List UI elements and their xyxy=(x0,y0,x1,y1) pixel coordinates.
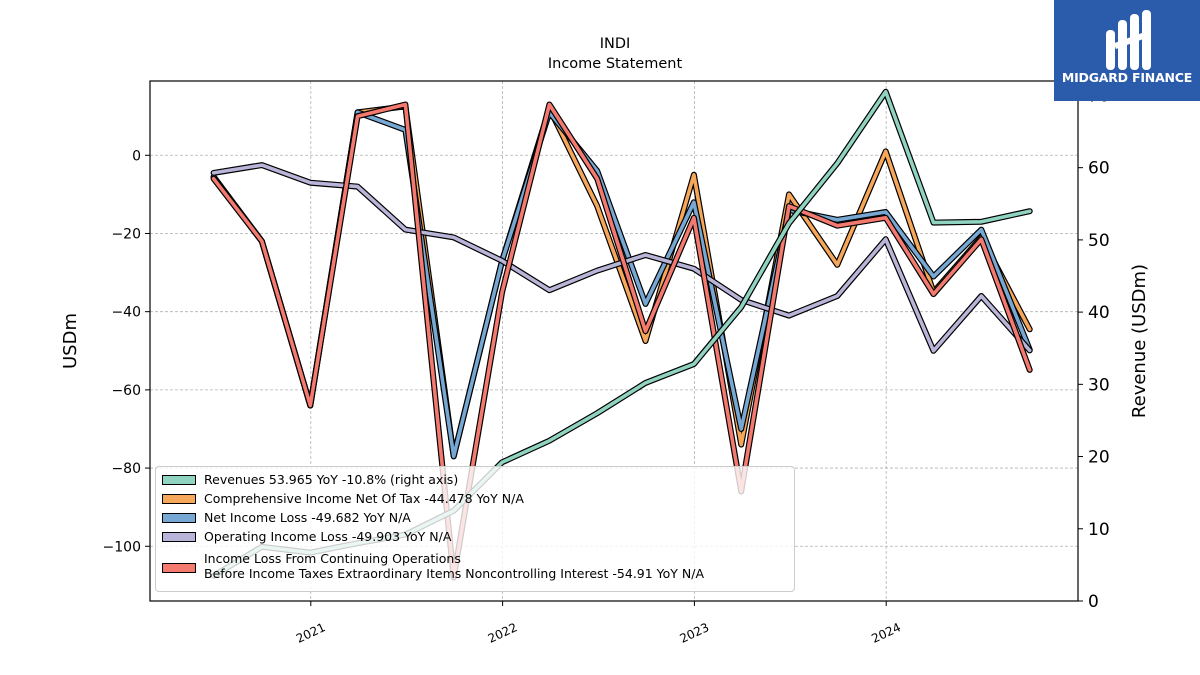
legend-item: Income Loss From Continuing Operations B… xyxy=(162,551,704,581)
y-right-tick-label: 50 xyxy=(1088,231,1110,251)
legend-swatch xyxy=(162,494,196,504)
legend-label: Comprehensive Income Net Of Tax -44.478 … xyxy=(204,491,524,506)
series-lines xyxy=(210,88,1033,581)
x-tick-label: 2022 xyxy=(486,620,520,646)
y-tick-label: 0 xyxy=(132,148,141,164)
y-right-tick-label: 30 xyxy=(1088,375,1110,395)
y-axis-right-label: Revenue (USDm) xyxy=(1129,264,1150,418)
plot-frame xyxy=(149,80,1079,602)
series-line xyxy=(211,102,1032,580)
legend-item: Revenues 53.965 YoY -10.8% (right axis) xyxy=(162,472,458,487)
y-tick-label: −60 xyxy=(111,383,141,399)
y-axis-label: USDm xyxy=(60,313,81,369)
y-right-tick-label: 20 xyxy=(1088,448,1110,468)
legend-swatch xyxy=(162,513,196,523)
x-tick-label: 2023 xyxy=(678,620,712,646)
y-tick-label: −40 xyxy=(111,305,141,321)
y-tick-label: −100 xyxy=(103,539,141,555)
legend-swatch xyxy=(162,562,196,573)
y-tick-label: −80 xyxy=(111,461,141,477)
legend-swatch xyxy=(162,532,196,542)
chart-subtitle: Income Statement xyxy=(548,56,683,72)
x-tick-label: 2024 xyxy=(869,620,903,646)
logo-text: MIDGARD FINANCE xyxy=(1061,70,1193,85)
y-right-tick-label: 10 xyxy=(1088,520,1110,540)
y-right-tick-label: 40 xyxy=(1088,303,1110,323)
legend: Revenues 53.965 YoY -10.8% (right axis) C… xyxy=(155,466,795,592)
chart-title: INDI xyxy=(600,36,631,52)
y-right-tick-label: 60 xyxy=(1088,159,1110,179)
y-right-tick-label: 0 xyxy=(1088,592,1099,612)
legend-label: Revenues 53.965 YoY -10.8% (right axis) xyxy=(204,472,459,487)
legend-item: Operating Income Loss -49.903 YoY N/A xyxy=(162,529,451,544)
grid-layer xyxy=(150,81,1078,601)
legend-label: Income Loss From Continuing Operations B… xyxy=(204,551,705,581)
legend-item: Comprehensive Income Net Of Tax -44.478 … xyxy=(162,491,524,506)
brand-logo: MIDGARD FINANCE xyxy=(1054,0,1200,101)
logo-mark-icon xyxy=(1106,10,1151,70)
y-tick-label: −20 xyxy=(111,226,141,242)
x-tick-label: 2021 xyxy=(294,620,328,646)
legend-label: Net Income Loss -49.682 YoY N/A xyxy=(204,510,411,525)
legend-swatch xyxy=(162,475,196,485)
legend-label: Operating Income Loss -49.903 YoY N/A xyxy=(204,529,452,544)
legend-item: Net Income Loss -49.682 YoY N/A xyxy=(162,510,411,525)
